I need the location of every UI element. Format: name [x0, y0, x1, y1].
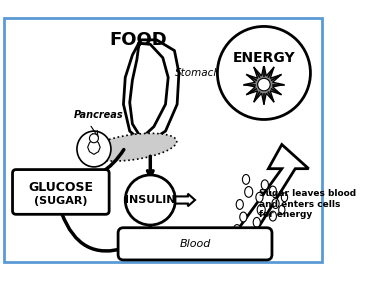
- Ellipse shape: [281, 193, 288, 202]
- Polygon shape: [244, 65, 284, 104]
- Ellipse shape: [269, 186, 276, 196]
- Ellipse shape: [234, 225, 241, 234]
- Polygon shape: [228, 144, 309, 243]
- Text: Blood: Blood: [179, 239, 211, 249]
- Circle shape: [125, 175, 175, 225]
- Ellipse shape: [272, 199, 279, 209]
- Ellipse shape: [242, 175, 250, 184]
- FancyBboxPatch shape: [4, 18, 322, 262]
- Text: ENERGY: ENERGY: [233, 51, 295, 65]
- Ellipse shape: [269, 211, 276, 221]
- Ellipse shape: [77, 131, 111, 167]
- Ellipse shape: [240, 212, 247, 222]
- FancyBboxPatch shape: [12, 169, 109, 214]
- Ellipse shape: [253, 217, 260, 227]
- FancyBboxPatch shape: [118, 228, 272, 260]
- Text: Pancreas: Pancreas: [73, 110, 123, 120]
- Text: Sugar leaves blood
and enters cells
for energy: Sugar leaves blood and enters cells for …: [260, 189, 357, 219]
- Text: FOOD: FOOD: [110, 31, 168, 49]
- Text: GLUCOSE: GLUCOSE: [28, 181, 93, 194]
- Text: Stomach: Stomach: [175, 68, 221, 78]
- Polygon shape: [175, 194, 195, 206]
- Ellipse shape: [256, 192, 263, 202]
- Text: INSULIN: INSULIN: [125, 195, 176, 205]
- Text: (SUGAR): (SUGAR): [34, 196, 88, 206]
- Ellipse shape: [278, 205, 285, 214]
- Circle shape: [89, 134, 99, 143]
- Circle shape: [218, 26, 311, 119]
- Ellipse shape: [236, 200, 243, 209]
- Ellipse shape: [88, 133, 177, 161]
- Ellipse shape: [261, 180, 268, 190]
- Circle shape: [258, 78, 270, 91]
- Ellipse shape: [257, 205, 265, 215]
- Ellipse shape: [245, 187, 253, 197]
